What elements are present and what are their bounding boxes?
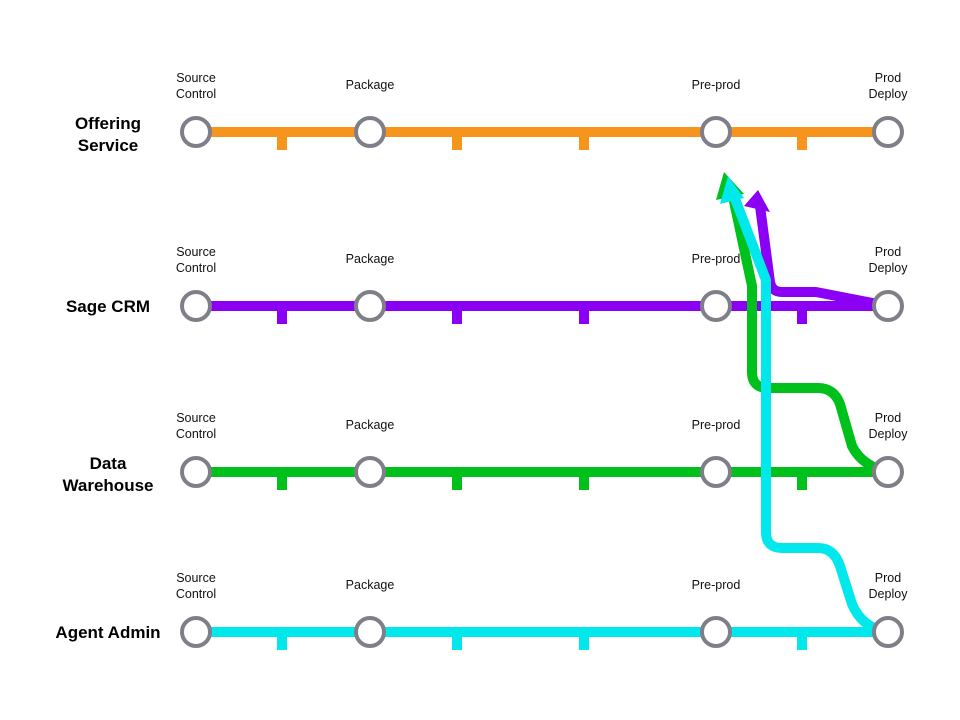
stage-label-line: Deploy [869, 261, 909, 275]
pipeline-tick [277, 310, 287, 324]
pipeline-tick [452, 310, 462, 324]
stage-label-line: Prod [875, 71, 901, 85]
pipeline-name-line: Service [78, 136, 139, 155]
stage-label-line: Pre-prod [692, 418, 741, 432]
stage-label-line: Source [176, 571, 216, 585]
stage-label-line: Control [176, 587, 216, 601]
station-sage-crm-package[interactable] [354, 290, 386, 322]
stage-label-line: Source [176, 245, 216, 259]
stage-label-line: Deploy [869, 87, 909, 101]
pipeline-name-data-warehouse: Data Warehouse [62, 454, 153, 495]
stage-label-line: Package [346, 252, 395, 266]
labels: Offering Service Source Control Package Pre-p… [55, 71, 908, 642]
station-data-warehouse-package[interactable] [354, 456, 386, 488]
feedback-links [716, 172, 890, 637]
stage-label-line: Deploy [869, 587, 909, 601]
stage-label-line: Prod [875, 245, 901, 259]
stage-label-source-control: Source Control [176, 245, 216, 275]
stage-label-line: Pre-prod [692, 252, 741, 266]
stage-label-line: Source [176, 71, 216, 85]
station-offering-service-prod-deploy[interactable] [872, 116, 904, 148]
stage-label-pre-prod: Pre-prod [692, 578, 741, 592]
stage-label-source-control: Source Control [176, 71, 216, 101]
stage-label-prod-deploy: Prod Deploy [869, 411, 909, 441]
pipeline-tick [579, 636, 589, 650]
stage-label-line: Package [346, 578, 395, 592]
pipeline-tick [452, 636, 462, 650]
stage-label-line: Control [176, 87, 216, 101]
pipeline-tick [797, 636, 807, 650]
station-agent-admin-pre-prod[interactable] [700, 616, 732, 648]
stage-label-package: Package [346, 252, 395, 266]
pipeline-tick [797, 476, 807, 490]
station-data-warehouse-pre-prod[interactable] [700, 456, 732, 488]
feedback-link-sage-crm-arrowhead [744, 190, 770, 212]
stage-label-prod-deploy: Prod Deploy [869, 71, 909, 101]
stage-label-line: Pre-prod [692, 578, 741, 592]
pipeline-tick [579, 476, 589, 490]
pipeline-tick [452, 136, 462, 150]
pipeline-tick [277, 136, 287, 150]
station-data-warehouse-source-control[interactable] [180, 456, 212, 488]
pipeline-name-sage-crm: Sage CRM [66, 297, 150, 316]
station-agent-admin-source-control[interactable] [180, 616, 212, 648]
feedback-link-agent-admin-arrowhead [720, 176, 744, 204]
pipeline-name-line: Offering [75, 114, 141, 133]
stage-label-pre-prod: Pre-prod [692, 418, 741, 432]
station-offering-service-pre-prod[interactable] [700, 116, 732, 148]
pipeline-tick [797, 310, 807, 324]
stage-label-line: Package [346, 78, 395, 92]
station-agent-admin-package[interactable] [354, 616, 386, 648]
station-agent-admin-prod-deploy[interactable] [872, 616, 904, 648]
pipeline-name-line: Agent Admin [55, 623, 160, 642]
pipeline-name-offering-service: Offering Service [75, 114, 141, 155]
feedback-link-agent-admin [729, 194, 889, 637]
stage-label-package: Package [346, 578, 395, 592]
pipeline-name-line: Warehouse [62, 476, 153, 495]
pipeline-tick [452, 476, 462, 490]
stage-label-line: Package [346, 418, 395, 432]
station-sage-crm-source-control[interactable] [180, 290, 212, 322]
pipeline-name-line: Sage CRM [66, 297, 150, 316]
station-offering-service-source-control[interactable] [180, 116, 212, 148]
stage-label-package: Package [346, 418, 395, 432]
pipeline-name-agent-admin: Agent Admin [55, 623, 160, 642]
stage-label-line: Control [176, 261, 216, 275]
stage-label-line: Prod [875, 411, 901, 425]
station-offering-service-package[interactable] [354, 116, 386, 148]
feedback-link-sage-crm [755, 205, 889, 311]
pipeline-name-line: Data [90, 454, 127, 473]
stage-label-line: Pre-prod [692, 78, 741, 92]
station-sage-crm-prod-deploy[interactable] [872, 290, 904, 322]
stage-label-line: Source [176, 411, 216, 425]
pipeline-tick [579, 310, 589, 324]
stage-label-package: Package [346, 78, 395, 92]
stage-label-pre-prod: Pre-prod [692, 252, 741, 266]
stage-label-source-control: Source Control [176, 571, 216, 601]
pipeline-tick [277, 636, 287, 650]
pipeline-tick [277, 476, 287, 490]
stage-label-source-control: Source Control [176, 411, 216, 441]
stage-label-line: Deploy [869, 427, 909, 441]
station-sage-crm-pre-prod[interactable] [700, 290, 732, 322]
stage-label-pre-prod: Pre-prod [692, 78, 741, 92]
feedback-link-data-warehouse [727, 190, 890, 477]
pipeline-tick [579, 136, 589, 150]
stage-label-line: Prod [875, 571, 901, 585]
stage-label-line: Control [176, 427, 216, 441]
pipeline-lines [196, 127, 888, 637]
pipeline-tick [797, 136, 807, 150]
stage-label-prod-deploy: Prod Deploy [869, 571, 909, 601]
station-data-warehouse-prod-deploy[interactable] [872, 456, 904, 488]
pipeline-ticks [277, 136, 807, 650]
stations [180, 116, 904, 648]
stage-label-prod-deploy: Prod Deploy [869, 245, 909, 275]
